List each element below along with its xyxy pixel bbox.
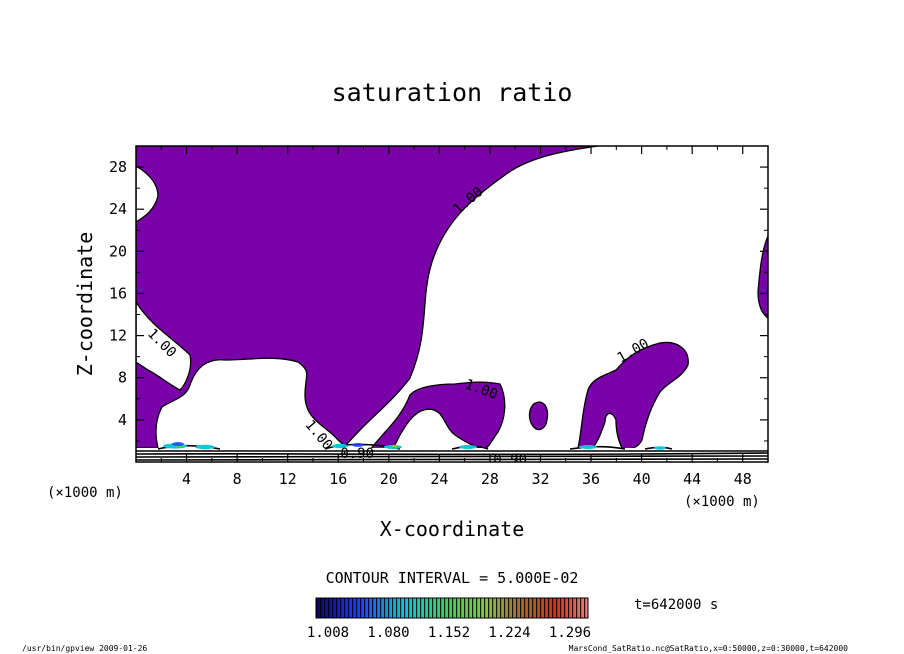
ground-contours [136, 443, 768, 461]
saturation-region-mid [368, 381, 506, 451]
y-tick-label: 28 [109, 158, 127, 176]
colorbar: 1.008 1.080 1.152 1.224 1.296 [307, 597, 591, 641]
colorbar-tick-label: 1.224 [488, 625, 530, 641]
x-axis-label: X-coordinate [380, 517, 525, 541]
contour-label: 0.90 [493, 452, 527, 468]
x-unit-right-label: (×1000 m) [684, 494, 760, 510]
saturation-gap-top-left [136, 165, 159, 223]
x-tick-label: 24 [430, 470, 448, 488]
colorbar-tick-label: 1.080 [367, 625, 409, 641]
x-tick-label: 48 [734, 470, 752, 488]
saturation-region-blob-32 [528, 401, 549, 431]
x-tick-label: 12 [279, 470, 297, 488]
supersaturation-spots [163, 442, 666, 450]
x-unit-left-label: (×1000 m) [47, 485, 123, 501]
colorbar-tick-label: 1.008 [307, 625, 349, 641]
contour-label: 0.90 [340, 446, 374, 462]
x-tick-label: 4 [182, 470, 191, 488]
saturation-region-far-right [757, 235, 768, 319]
x-tick-label: 44 [683, 470, 701, 488]
plot-area: 1.001.001.001.001.000.90 0.90 [136, 146, 768, 468]
x-tick-label: 16 [329, 470, 347, 488]
colorbar-tick-label: 1.296 [549, 625, 591, 641]
contour-interval-text: CONTOUR INTERVAL = 5.000E-02 [326, 569, 579, 587]
y-axis: 4 8 12 16 20 24 28 [109, 145, 768, 442]
y-tick-label: 16 [109, 284, 127, 302]
saturation-region-main [136, 146, 599, 449]
chart-title: saturation ratio [332, 78, 573, 107]
y-tick-label: 12 [109, 327, 127, 345]
saturation-region-right [577, 341, 689, 451]
colorbar-tick-label: 1.152 [428, 625, 470, 641]
x-tick-label: 28 [481, 470, 499, 488]
y-tick-label: 8 [118, 369, 127, 387]
saturation-gap-left [136, 300, 192, 391]
y-tick-label: 20 [109, 242, 127, 260]
x-tick-label: 40 [633, 470, 651, 488]
y-axis-label: Z-coordinate [73, 232, 97, 377]
footer-left: /usr/bin/gpview 2009-01-26 [22, 644, 147, 653]
x-axis: 4 8 12 16 20 24 28 32 36 40 44 48 [160, 146, 769, 488]
footer-right: MarsCond_SatRatio.nc@SatRatio,x=0:50000,… [569, 644, 849, 653]
x-tick-label: 20 [380, 470, 398, 488]
y-tick-label: 4 [118, 411, 127, 429]
x-tick-label: 32 [531, 470, 549, 488]
colorbar-frame [315, 597, 589, 619]
x-tick-label: 8 [233, 470, 242, 488]
y-tick-label: 24 [109, 200, 127, 218]
time-label: t=642000 s [634, 597, 718, 613]
x-tick-label: 36 [582, 470, 600, 488]
plot-frame [135, 145, 769, 463]
